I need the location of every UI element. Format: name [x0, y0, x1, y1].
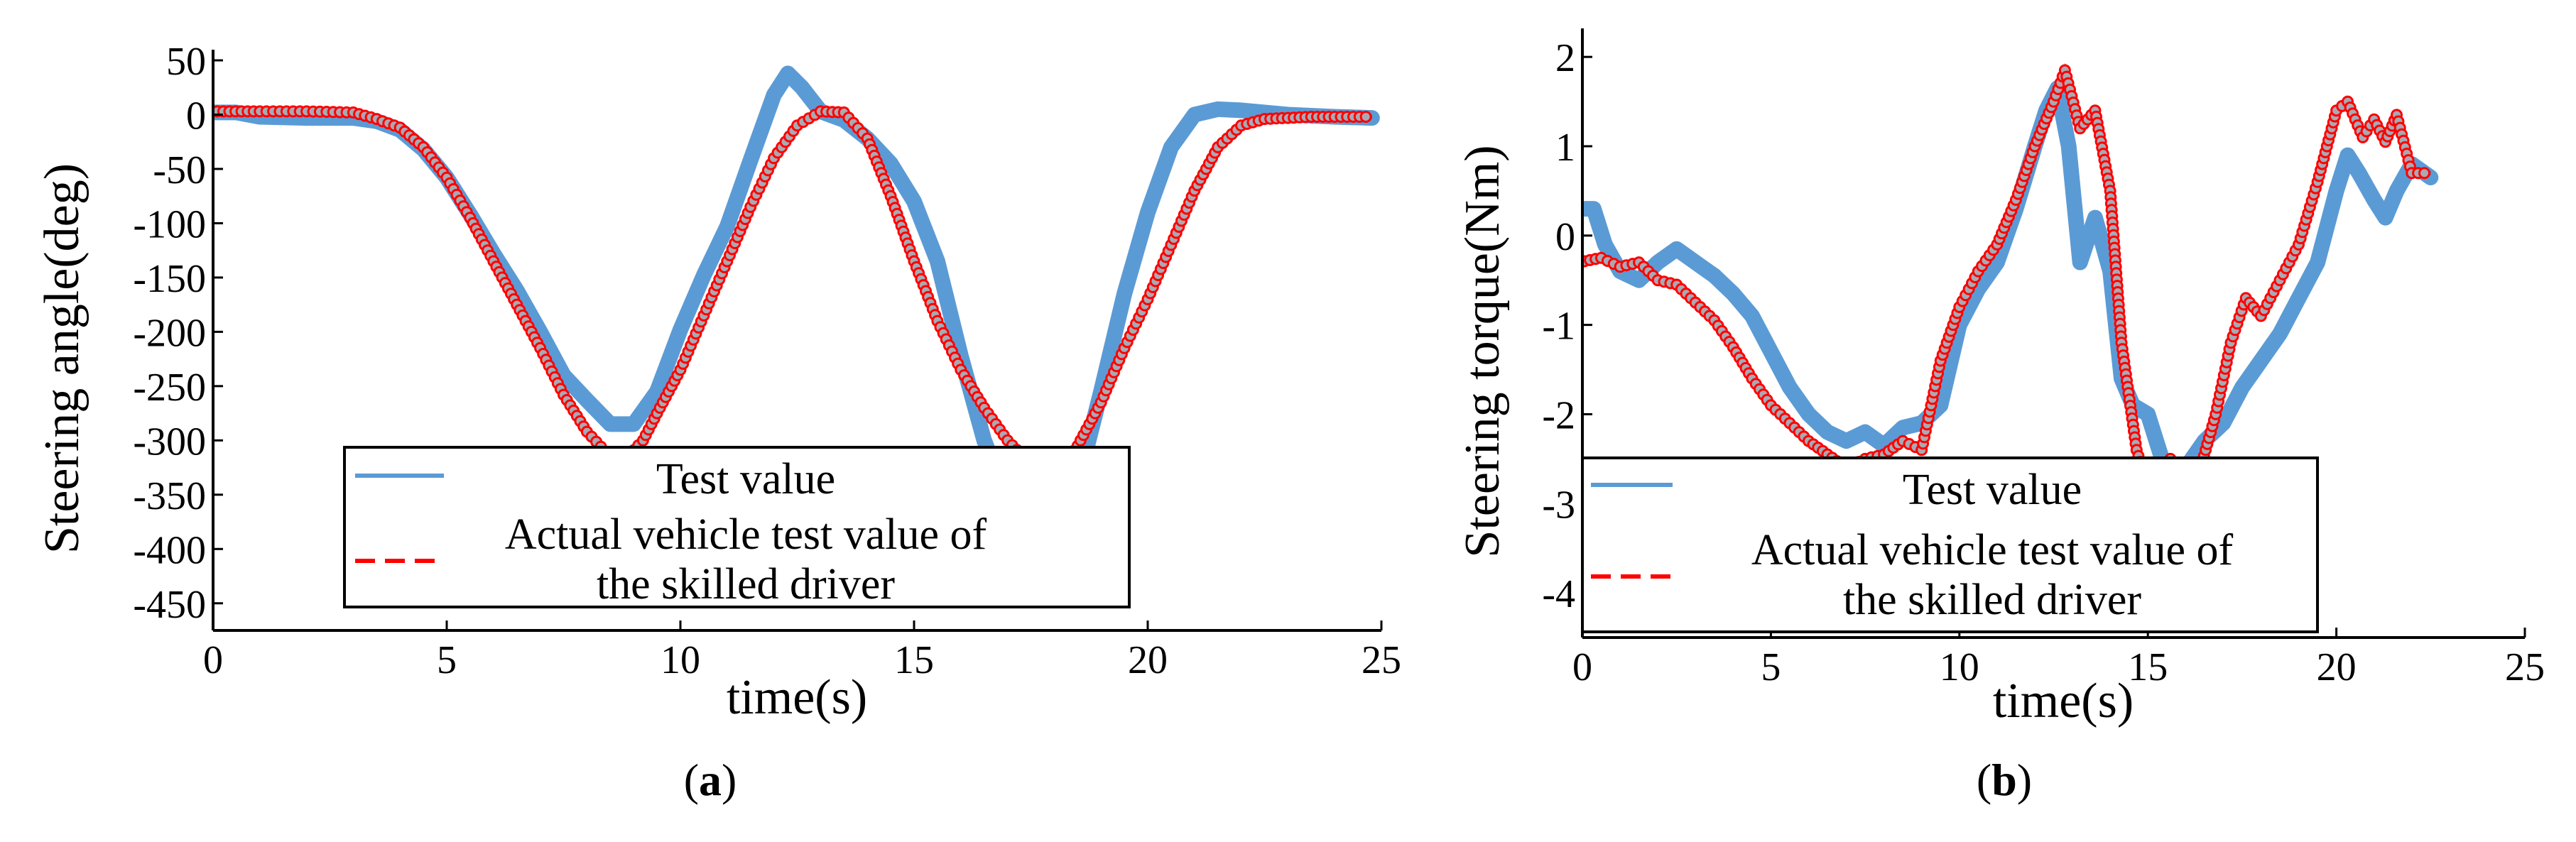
chart-a-y-tick-label: -450 — [133, 583, 206, 627]
chart-b-legend-label-1: the skilled driver — [1843, 576, 2141, 624]
chart-b-series — [1582, 62, 2439, 515]
chart-b-ylabel: Steering torque(Nm) — [1455, 145, 1510, 557]
chart-b-x-tick-label: 5 — [1761, 645, 1781, 689]
chart-b-y-tick-label: 1 — [1555, 126, 1575, 170]
chart-a-y-tick-label: -350 — [133, 474, 206, 518]
chart-b-y-tick-label: 0 — [1555, 215, 1575, 259]
chart-b-x-tick-label: 25 — [2505, 645, 2545, 689]
chart-a-series-1-line — [213, 109, 1372, 472]
chart-b-y-tick-label: -1 — [1542, 305, 1575, 349]
chart-b-y-tick-label: 2 — [1555, 36, 1575, 80]
chart-a-legend: Test value Actual vehicle test value ofth… — [343, 446, 1131, 608]
chart-a-series-1-point — [1359, 111, 1372, 123]
chart-a-panel-label: (a) — [684, 755, 737, 805]
chart-b-panel-letter: b — [1991, 755, 2017, 805]
chart-b-panel-open: ( — [1977, 755, 1991, 805]
chart-a-legend-label-0: Test value — [656, 455, 835, 503]
chart-b-y-tick-label: -4 — [1542, 572, 1575, 616]
chart-a-y-tick-label: -200 — [133, 311, 206, 355]
chart-a-axes: 0 5 10 15 20 25 50 0 -50 -100 -150 -200 -250 -300 -350… — [133, 40, 1401, 682]
chart-a-panel-open: ( — [684, 755, 699, 805]
chart-b-xlabel: time(s) — [1993, 674, 2134, 728]
chart-a-panel-close: ) — [722, 755, 737, 805]
chart-a: 0 5 10 15 20 25 50 0 -50 -100 -150 -200 -250 -300 -350… — [35, 40, 1401, 805]
chart-a-y-tick-label: -150 — [133, 257, 206, 301]
chart-a-y-tick-label: -300 — [133, 420, 206, 464]
chart-b-x-tick-label: 10 — [1940, 645, 1979, 689]
chart-a-x-tick-label: 15 — [894, 638, 934, 682]
chart-a-xlabel: time(s) — [727, 670, 867, 725]
chart-b-legend-box — [1581, 456, 2319, 633]
chart-b-y-tick-label: -2 — [1542, 393, 1575, 437]
chart-b-y-tick-label: -3 — [1542, 483, 1575, 527]
chart-a-legend-label-1: Actual vehicle test value of — [505, 510, 987, 559]
chart-b-x-tick-label: 15 — [2128, 645, 2168, 689]
chart-b-series-1-point — [2418, 167, 2430, 180]
chart-b-legend: Test value Actual vehicle test value ofth… — [1581, 456, 2319, 633]
chart-a-legend-box — [343, 446, 1131, 608]
chart-a-x-tick-label: 25 — [1362, 638, 1401, 682]
chart-a-x-tick-label: 5 — [437, 638, 457, 682]
chart-b-series-0-line — [1582, 80, 2439, 494]
chart-b-panel-close: ) — [2017, 755, 2032, 805]
chart-b-legend-label-1: Actual vehicle test value of — [1751, 526, 2234, 574]
chart-a-y-tick-label: 0 — [186, 94, 206, 138]
chart-a-x-tick-label: 10 — [661, 638, 700, 682]
chart-a-y-tick-label: -100 — [133, 202, 206, 246]
chart-a-x-tick-label: 0 — [203, 638, 223, 682]
chart-a-ylabel: Steering angle(deg) — [35, 163, 89, 554]
chart-a-y-tick-label: -50 — [153, 148, 206, 192]
chart-b-panel-label: (b) — [1977, 755, 2032, 805]
chart-a-legend-label-1: the skilled driver — [597, 560, 895, 608]
chart-a-y-tick-label: -250 — [133, 366, 206, 410]
chart-a-y-tick-label: -400 — [133, 528, 206, 572]
chart-b-x-tick-label: 20 — [2317, 645, 2357, 689]
chart-a-x-tick-label: 20 — [1128, 638, 1168, 682]
chart-b-x-tick-label: 0 — [1572, 645, 1592, 689]
chart-b-legend-label-0: Test value — [1903, 466, 2082, 514]
chart-a-panel-letter: a — [699, 755, 722, 805]
chart-a-y-tick-label: 50 — [166, 40, 206, 84]
